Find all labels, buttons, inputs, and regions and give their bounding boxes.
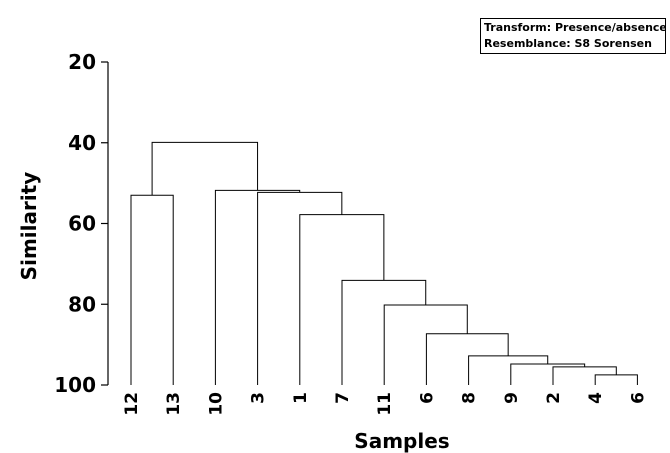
y-tick-label-40: 40 — [68, 131, 96, 155]
leaf-label: 6 — [628, 392, 648, 404]
merge-branch-3 — [468, 355, 549, 385]
leaf-label: 4 — [586, 392, 606, 404]
merge-branch-6 — [341, 279, 427, 385]
merge-branch-11 — [151, 141, 259, 196]
merge-branch-10 — [130, 194, 174, 385]
transform-label: Transform: Presence/absence — [484, 21, 666, 34]
dendrogram-branches — [130, 141, 638, 385]
leaf-label: 11 — [375, 392, 395, 416]
y-tick-label-100: 100 — [54, 373, 96, 397]
y-tick-label-80: 80 — [68, 292, 96, 316]
resemblance-label: Resemblance: S8 Sorensen — [484, 37, 652, 50]
merge-branch-1 — [552, 366, 617, 385]
merge-branch-0 — [594, 374, 638, 385]
merge-branch-4 — [425, 333, 509, 385]
x-axis-title: Samples — [354, 429, 449, 453]
leaf-label: 3 — [249, 392, 269, 404]
leaf-label: 1 — [291, 392, 311, 404]
merge-branch-9 — [214, 189, 301, 385]
leaf-label: 10 — [206, 392, 226, 416]
leaf-label: 6 — [417, 392, 437, 404]
merge-branch-5 — [383, 304, 468, 385]
leaf-label: 13 — [164, 392, 184, 416]
y-tick-label-20: 20 — [68, 50, 96, 74]
leaf-label: 7 — [333, 392, 353, 404]
y-axis-ticks: 20 40 60 80 100 — [54, 50, 108, 397]
analysis-info-box: Transform: Presence/absence Resemblance:… — [480, 18, 666, 54]
leaf-label: 2 — [544, 392, 564, 404]
leaf-labels: 12 13 10 3 1 7 11 6 8 9 2 4 6 — [122, 392, 648, 416]
leaf-label: 12 — [122, 392, 142, 416]
y-axis-title: Similarity — [17, 172, 41, 281]
y-tick-label-60: 60 — [68, 212, 96, 236]
leaf-label: 9 — [502, 392, 522, 404]
leaf-label: 8 — [460, 392, 480, 404]
